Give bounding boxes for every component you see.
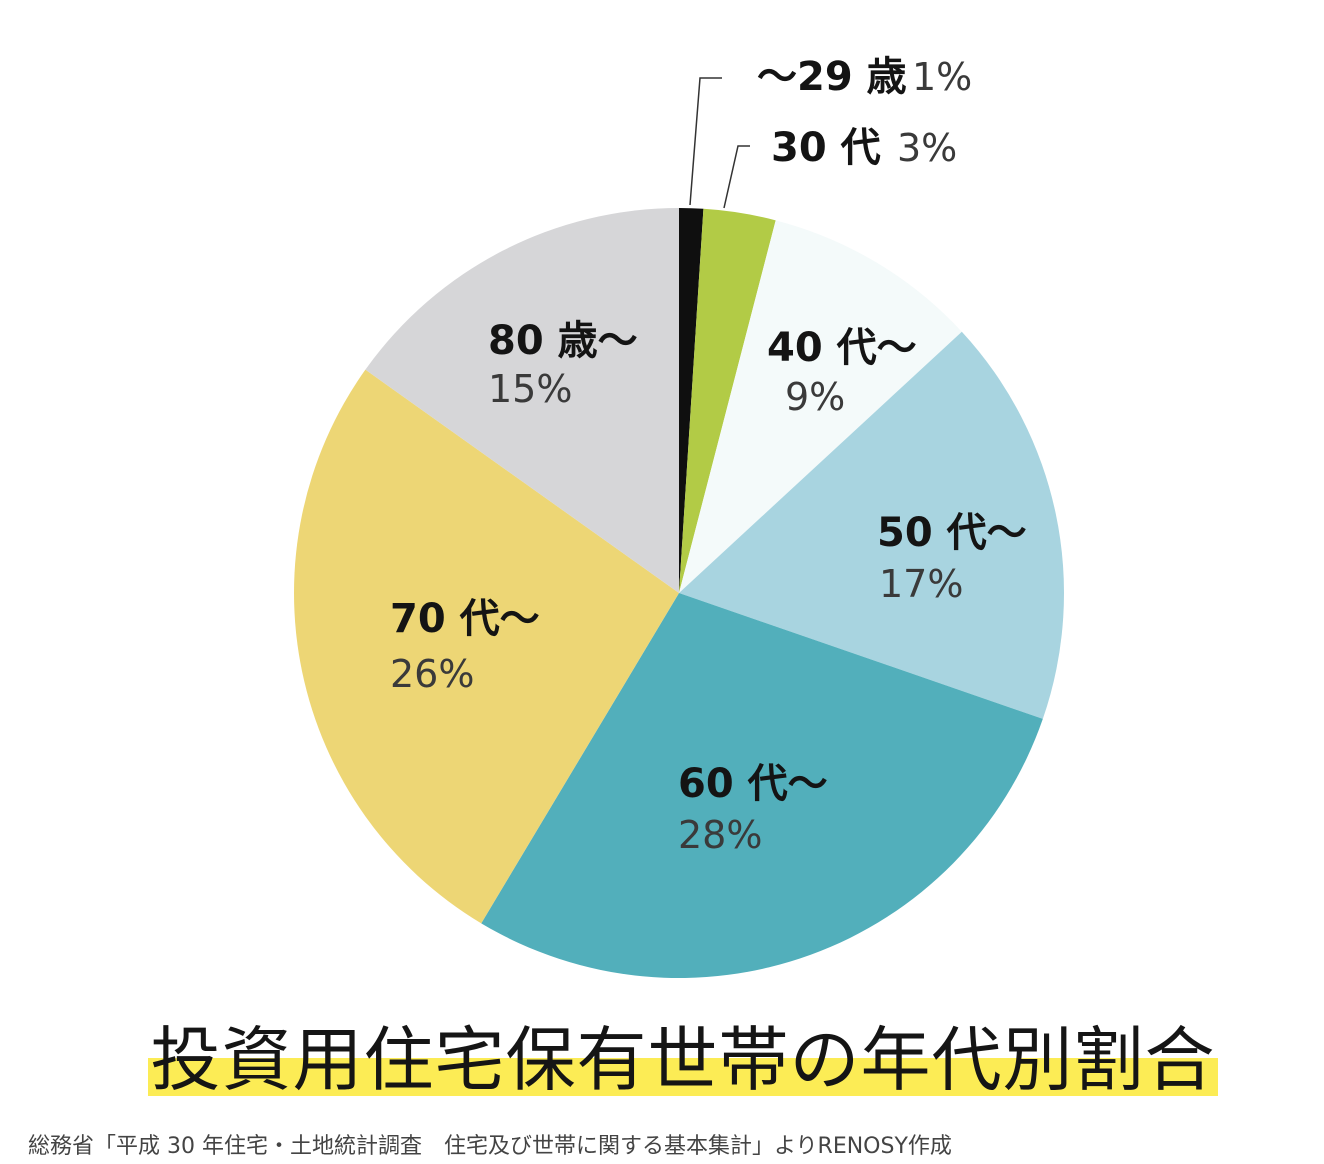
slice-label-2: 40 代〜 [767, 325, 917, 371]
slice-value-0: 1% [912, 55, 972, 99]
slice-label-1: 30 代 [771, 125, 881, 171]
slice-label-6: 80 歳〜 [488, 318, 638, 364]
slice-4 [481, 593, 1043, 978]
slice-6 [365, 208, 679, 593]
slice-0 [679, 208, 704, 593]
source-note: 総務省「平成 30 年住宅・土地統計調査 住宅及び世帯に関する基本集計」よりRE… [28, 1134, 952, 1159]
leader-lines [689, 77, 750, 209]
slice-value-2: 9% [785, 375, 845, 419]
slice-label-5: 70 代〜 [390, 596, 540, 642]
slice-value-4: 28% [678, 813, 762, 857]
slice-value-5: 26% [390, 652, 474, 696]
slice-label-3: 50 代〜 [877, 510, 1027, 556]
slice-value-3: 17% [879, 562, 963, 606]
slice-labels: 〜29 歳 1% 30 代 3% 40 代〜9% 50 代〜 17% 60 代〜 28% 70 代… [390, 54, 1027, 857]
slice-value-1: 3% [897, 126, 957, 170]
pie-slices [293, 208, 1064, 978]
slice-value-6: 15% [488, 367, 572, 411]
slice-5 [293, 369, 679, 924]
slice-1 [679, 208, 776, 593]
slice-2 [679, 220, 962, 593]
slice-label-0: 〜29 歳 [757, 54, 907, 100]
slice-3 [679, 331, 1064, 719]
leader-line-0 [689, 77, 722, 206]
leader-line-1 [723, 145, 750, 209]
title-highlight [148, 1058, 1218, 1096]
slice-label-4: 60 代〜 [678, 761, 828, 807]
chart-title: 投資用住宅保有世帯の年代別割合 [150, 1019, 1216, 1101]
